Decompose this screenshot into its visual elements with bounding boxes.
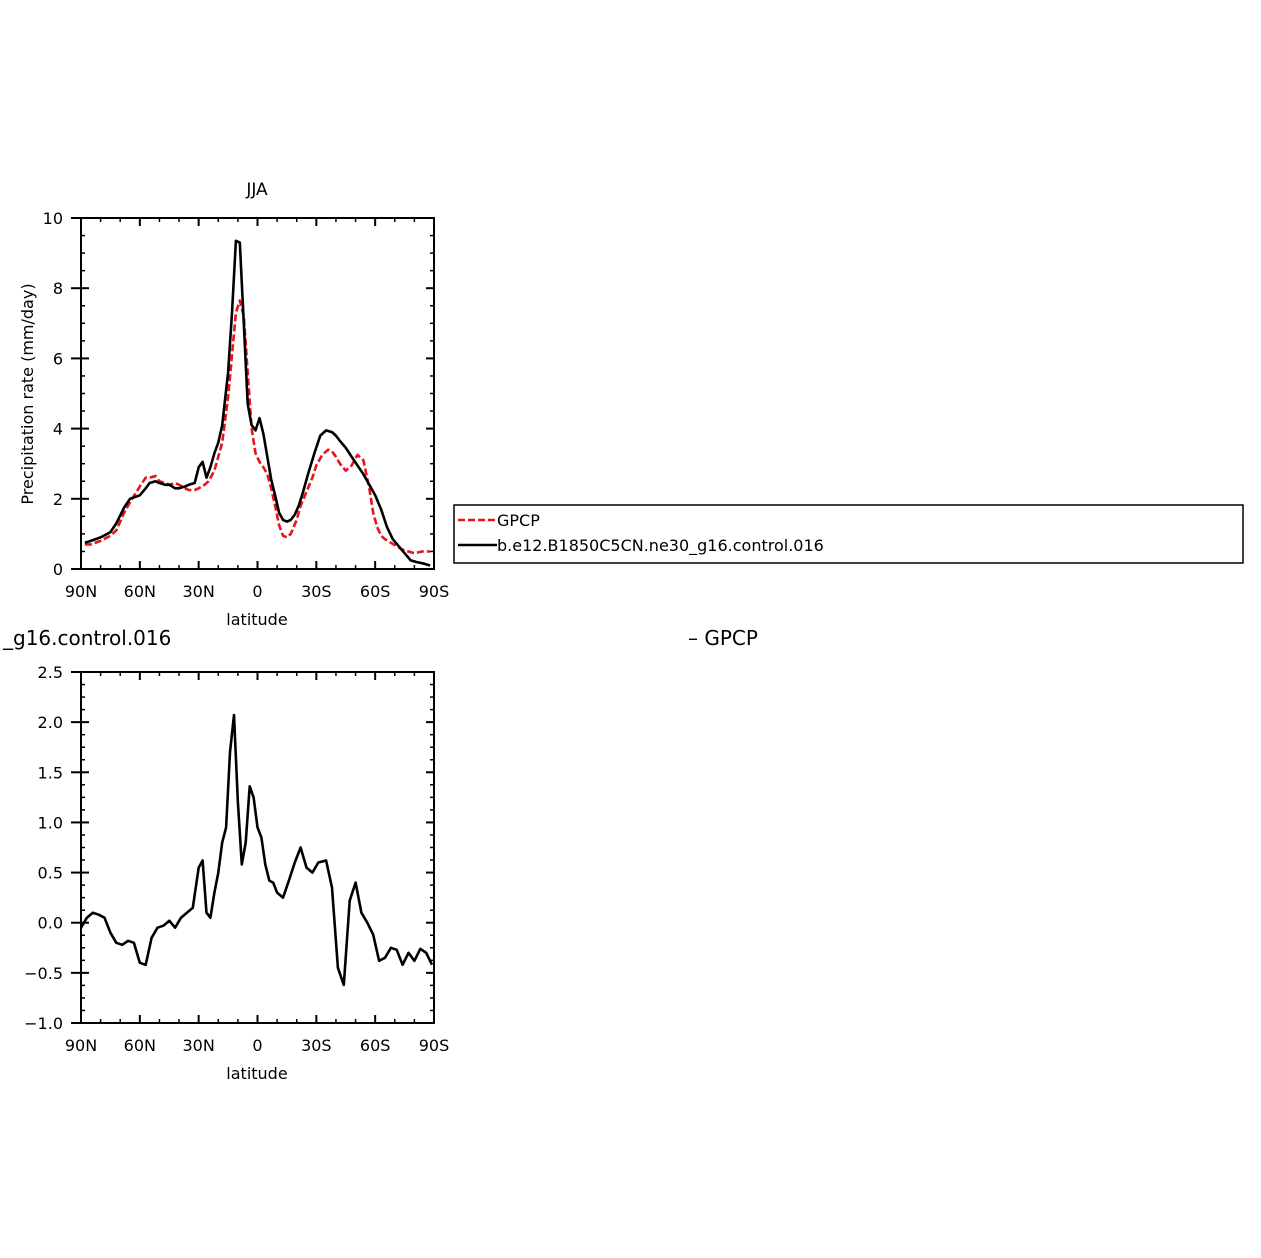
- legend-label-gpcp: GPCP: [497, 511, 540, 530]
- bottom-chart-frame: [80, 671, 435, 1024]
- top-xtick-label: 60N: [124, 582, 156, 601]
- bottom-ytick-label: 0.5: [38, 864, 63, 883]
- bottom-ytick-label: −0.5: [24, 964, 63, 983]
- bottom-xtick-label: 0: [252, 1036, 262, 1055]
- bottom-ytick-label: −1.0: [24, 1014, 63, 1033]
- top-chart-series: [84, 239, 431, 567]
- top-chart-title: JJA: [245, 180, 268, 200]
- bottom-chart-ylabel: Precipitation rate (mm/day): [0, 734, 18, 955]
- top-ytick-label: 2: [53, 490, 63, 509]
- bottom-chart-title: _g16.control.016: [2, 626, 171, 650]
- bottom-ytick-label: 1.5: [38, 763, 63, 782]
- bottom-series-line-0: [79, 713, 434, 987]
- bottom-ytick-label: 2.0: [38, 713, 63, 732]
- top-xtick-label: 0: [252, 582, 262, 601]
- top-panel: JJA Precipitation rate (mm/day) latitude…: [18, 180, 449, 629]
- bottom-xtick-label: 30N: [183, 1036, 215, 1055]
- top-ytick-label: 8: [53, 279, 63, 298]
- bottom-ytick-label: 1.0: [38, 813, 63, 832]
- bottom-chart-series: [79, 713, 434, 987]
- bottom-xtick-label: 30S: [301, 1036, 332, 1055]
- top-ytick-label: 0: [53, 560, 63, 579]
- top-xtick-label: 90N: [65, 582, 97, 601]
- legend-label-model: b.e12.B1850C5CN.ne30_g16.control.016: [497, 536, 824, 556]
- bottom-chart-axes: 90N 60N 30N 0 30S 60S 90S −1.0 −0.5 0.0 0.5 1.0 1.5 2…: [24, 663, 449, 1055]
- top-ytick-label: 10: [43, 209, 63, 228]
- bottom-xtick-label: 90S: [419, 1036, 450, 1055]
- top-ytick-label: 4: [53, 420, 63, 439]
- top-chart-ylabel: Precipitation rate (mm/day): [18, 283, 37, 504]
- bottom-chart-title-right: – GPCP: [688, 626, 758, 650]
- bottom-ytick-label: 0.0: [38, 914, 63, 933]
- bottom-xtick-label: 60S: [360, 1036, 391, 1055]
- bottom-chart-xlabel: latitude: [226, 1064, 287, 1083]
- bottom-panel: _g16.control.016 – GPCP Precipitation ra…: [0, 626, 758, 1083]
- bottom-xtick-label: 60N: [124, 1036, 156, 1055]
- top-xtick-label: 90S: [419, 582, 450, 601]
- bottom-xtick-label: 90N: [65, 1036, 97, 1055]
- top-series-line-1: [84, 239, 431, 567]
- top-xtick-label: 30N: [183, 582, 215, 601]
- top-chart-xlabel: latitude: [226, 610, 287, 629]
- top-xtick-label: 60S: [360, 582, 391, 601]
- legend: GPCP b.e12.B1850C5CN.ne30_g16.control.01…: [453, 504, 1244, 564]
- top-chart-axes: 90N 60N 30N 0 30S 60S 90S 0 2 4 6 8 10: [43, 209, 450, 601]
- top-xtick-label: 30S: [301, 582, 332, 601]
- top-chart-frame: [80, 217, 435, 570]
- bottom-ytick-label: 2.5: [38, 663, 63, 682]
- legend-box: [453, 504, 1244, 564]
- top-ytick-label: 6: [53, 349, 63, 368]
